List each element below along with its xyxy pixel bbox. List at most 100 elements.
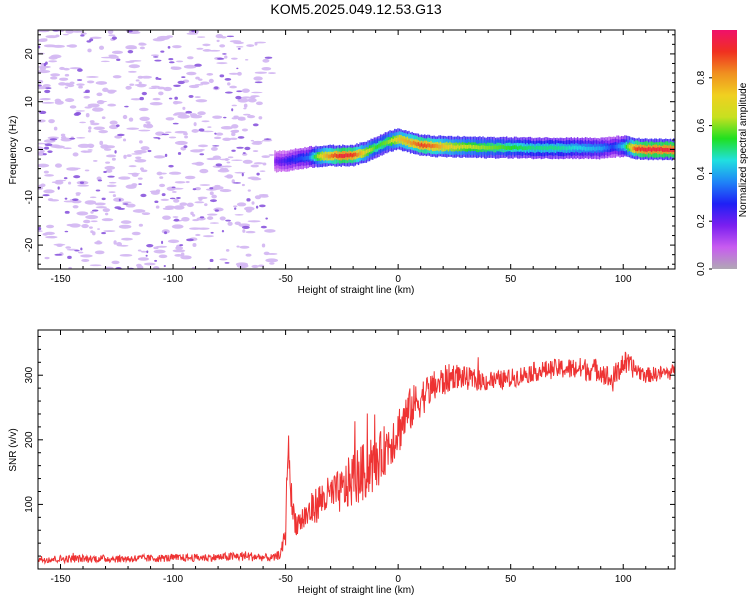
- noise-speckle: [152, 97, 161, 101]
- ridge-cell: [570, 146, 572, 151]
- noise-speckle: [38, 45, 41, 49]
- ridge-cell: [386, 140, 388, 145]
- noise-speckle: [38, 38, 48, 43]
- ridge-cell: [453, 145, 456, 150]
- colorbar: 0.0 0.2 0.4 0.6 0.8 Normalized spectral ampl…: [696, 30, 749, 276]
- noise-speckle: [253, 76, 263, 81]
- ridge-cell: [457, 144, 459, 149]
- spectrogram-y-tick-label: -20: [24, 237, 35, 252]
- noise-speckle: [105, 161, 111, 164]
- noise-speckle: [233, 41, 244, 45]
- ridge-cell: [493, 145, 495, 150]
- noise-speckle: [84, 106, 92, 109]
- noise-speckle: [88, 226, 93, 229]
- noise-speckle: [216, 39, 220, 43]
- noise-speckle: [90, 122, 100, 126]
- noise-speckle: [235, 95, 242, 100]
- noise-speckle: [237, 47, 241, 50]
- ridge-cell: [408, 139, 410, 144]
- noise-speckle: [111, 260, 120, 265]
- noise-speckle: [158, 91, 164, 96]
- colorbar-tick-label: 0.4: [696, 166, 707, 180]
- ridge-cell: [628, 144, 631, 149]
- noise-speckle: [101, 218, 114, 222]
- snr-x-tick-label: 0: [395, 574, 401, 585]
- noise-speckle: [145, 121, 151, 124]
- ridge-cell: [471, 145, 473, 150]
- noise-speckle: [162, 215, 171, 220]
- noise-speckle: [126, 154, 132, 157]
- noise-speckle: [83, 95, 91, 99]
- ridge-cell: [389, 139, 391, 144]
- ridge-cell: [438, 144, 440, 149]
- noise-speckle: [241, 88, 250, 93]
- noise-speckle: [44, 89, 51, 94]
- ridge-cell: [458, 145, 461, 150]
- noise-speckle: [184, 175, 196, 180]
- ridge-cell: [394, 137, 396, 142]
- noise-speckle: [244, 58, 249, 61]
- noise-speckle: [226, 161, 231, 164]
- noise-speckle: [224, 78, 232, 81]
- noise-speckle: [242, 152, 246, 154]
- noise-speckle: [38, 142, 47, 145]
- ridge-cell: [449, 144, 451, 149]
- ridge-cell: [608, 146, 610, 151]
- ridge-cell: [613, 144, 615, 149]
- noise-speckle: [174, 140, 188, 145]
- noise-speckle: [134, 159, 147, 163]
- ridge-cell: [296, 157, 298, 162]
- noise-speckle: [222, 165, 232, 168]
- spectrogram-x-tick-label: -150: [51, 274, 71, 285]
- noise-speckle: [111, 50, 124, 55]
- snr-x-tick-label: -100: [163, 574, 183, 585]
- noise-speckle: [87, 149, 93, 151]
- noise-speckle: [64, 197, 68, 200]
- ridge-cell: [343, 154, 346, 158]
- noise-speckle: [266, 253, 278, 255]
- noise-speckle: [95, 189, 101, 192]
- noise-speckle: [104, 145, 116, 149]
- ridge-cell: [594, 147, 596, 151]
- noise-speckle: [86, 76, 99, 78]
- noise-speckle: [254, 195, 262, 200]
- noise-speckle: [219, 167, 229, 172]
- ridge-cell: [286, 158, 289, 163]
- noise-speckle: [53, 126, 58, 131]
- noise-speckle: [64, 73, 70, 77]
- noise-speckle: [259, 204, 266, 208]
- noise-speckle: [194, 201, 205, 204]
- ridge-cell: [627, 144, 629, 149]
- noise-speckle: [137, 249, 142, 252]
- ridge-cell: [353, 152, 355, 157]
- ridge-cell: [422, 144, 424, 148]
- noise-speckle: [191, 266, 196, 269]
- ridge-cell: [655, 147, 658, 152]
- spectrogram-y-tick-label: 20: [24, 48, 35, 60]
- noise-speckle: [167, 239, 180, 244]
- ridge-cell: [280, 159, 283, 164]
- noise-speckle: [246, 44, 255, 47]
- noise-speckle: [85, 89, 90, 93]
- noise-speckle: [234, 213, 244, 216]
- noise-speckle: [201, 130, 214, 133]
- noise-speckle: [245, 230, 256, 234]
- noise-speckle: [139, 116, 150, 121]
- noise-speckle: [94, 250, 105, 255]
- ridge-cell: [532, 145, 535, 150]
- noise-speckle: [250, 139, 255, 142]
- noise-speckle: [45, 235, 58, 239]
- noise-speckle: [55, 179, 67, 182]
- ridge-cell: [507, 145, 509, 150]
- noise-speckle: [247, 176, 260, 180]
- noise-speckle: [229, 85, 238, 89]
- noise-speckle: [194, 96, 201, 99]
- noise-speckle: [53, 145, 65, 149]
- noise-speckle: [106, 89, 117, 93]
- noise-speckle: [109, 124, 119, 130]
- spectrogram-x-tick-label: 50: [505, 274, 517, 285]
- noise-speckle: [108, 54, 117, 57]
- noise-speckle: [210, 146, 218, 151]
- noise-speckle: [38, 230, 43, 232]
- noise-speckle: [75, 111, 82, 116]
